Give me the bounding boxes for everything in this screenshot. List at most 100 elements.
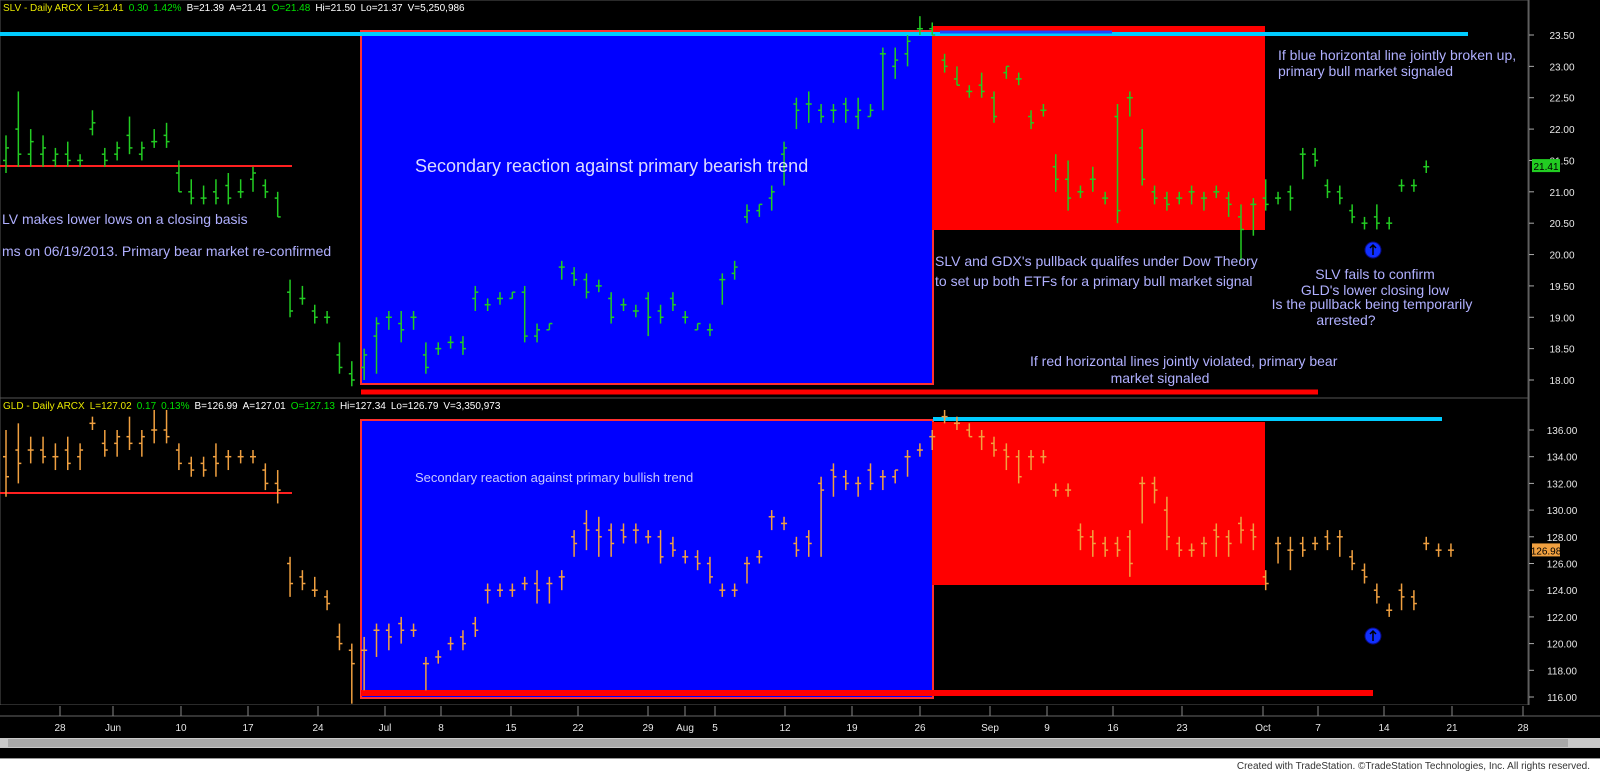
- ohlc-bar: [212, 179, 219, 205]
- ohlc-bar: [818, 104, 825, 123]
- ohlc-bar: [385, 623, 392, 651]
- y-tick-label: 130.00: [1547, 506, 1578, 517]
- ohlc-bar: [571, 267, 578, 286]
- ohlc-bar: [694, 322, 701, 331]
- ohlc-bar: [274, 470, 281, 504]
- header-part: Hi=21.50: [315, 3, 356, 14]
- ohlc-bar: [435, 650, 442, 664]
- ohlc-bar: [1312, 147, 1319, 167]
- ohlc-bar: [509, 291, 516, 300]
- ohlc-bar: [1361, 216, 1368, 230]
- price-axis: 136.00 134.00 132.00 130.00 128.00 126.00 124.…: [1528, 398, 1578, 705]
- ohlc-bar: [768, 510, 775, 531]
- ohlc-bar: [126, 116, 133, 155]
- ohlc-bar: [212, 443, 219, 477]
- ohlc-bar: [472, 285, 479, 311]
- ohlc-bar: [225, 450, 232, 471]
- ohlc-bar: [1238, 516, 1244, 544]
- ohlc-bar: [1262, 179, 1269, 211]
- y-tick-label: 120.00: [1547, 640, 1578, 651]
- ohlc-bar: [731, 583, 738, 597]
- ohlc-bar: [1349, 550, 1356, 571]
- ohlc-bar: [1065, 483, 1072, 497]
- ohlc-bar: [435, 342, 442, 355]
- ohlc-bar: [830, 104, 837, 123]
- ohlc-bar: [904, 35, 911, 67]
- ohlc-bar: [188, 179, 195, 205]
- ohlc-bar: [200, 456, 207, 477]
- ohlc-bar: [929, 22, 936, 36]
- ohlc-bar: [200, 185, 207, 205]
- header-part: A=127.01: [243, 401, 287, 412]
- ohlc-bar: [1312, 536, 1319, 551]
- ohlc-bar: [583, 273, 590, 299]
- ohlc-bar: [657, 530, 664, 564]
- ohlc-bar: [608, 523, 615, 557]
- header-part: GLD - Daily ARCX: [3, 401, 85, 412]
- marker-arrow: [1369, 243, 1377, 255]
- x-tick-label: Oct: [1255, 723, 1271, 734]
- ohlc-bar: [324, 590, 331, 611]
- annotation-text: LV makes lower lows on a closing basis: [2, 211, 248, 227]
- ohlc-bar: [484, 298, 491, 311]
- pullback-marker-icon: [1364, 627, 1382, 645]
- ohlc-bars: [3, 16, 1430, 387]
- ohlc-bar: [867, 463, 874, 491]
- ohlc-bar: [1225, 191, 1232, 217]
- ohlc-bar: [299, 570, 306, 591]
- x-tick-label: Aug: [676, 723, 694, 734]
- header-part: 0.30: [129, 3, 149, 14]
- secondary-reaction-box: [360, 30, 934, 385]
- ohlc-bar: [225, 173, 232, 205]
- ohlc-bar: [1151, 476, 1158, 504]
- ohlc-bar: [1040, 450, 1047, 464]
- ohlc-bar: [64, 141, 71, 167]
- ohlc-bar: [892, 469, 899, 484]
- ohlc-bar: [1386, 603, 1393, 617]
- ohlc-bar: [138, 141, 145, 161]
- x-tick-label: 22: [572, 723, 584, 734]
- x-tick-label: Jul: [379, 723, 392, 734]
- ohlc-bar: [842, 97, 849, 123]
- slv-panel: Secondary reaction against primary beari…: [0, 0, 1575, 399]
- ohlc-bar: [941, 409, 948, 424]
- scrollbar-thumb[interactable]: [8, 739, 1568, 747]
- ohlc-bar: [966, 85, 973, 98]
- y-tick-label: 21.50: [1549, 156, 1574, 167]
- x-tick-label: Sep: [981, 723, 999, 734]
- ohlc-bar: [1028, 450, 1035, 471]
- annotation-text: GLD's lower closing low: [1301, 282, 1450, 298]
- ohlc-bar: [484, 583, 491, 604]
- y-tick-label: 21.00: [1549, 188, 1574, 199]
- ohlc-bar: [398, 616, 405, 644]
- ohlc-bar: [1361, 563, 1368, 584]
- ohlc-bar: [1003, 65, 1010, 79]
- ohlc-bar: [1238, 204, 1244, 261]
- y-tick-label: 19.50: [1549, 282, 1574, 293]
- ohlc-bar: [1373, 204, 1380, 230]
- ohlc-bar: [842, 470, 849, 491]
- ohlc-bar: [348, 643, 355, 704]
- y-tick-label: 118.00: [1547, 666, 1577, 677]
- ohlc-bar: [1176, 191, 1183, 205]
- ohlc-bar: [1373, 583, 1380, 604]
- ohlc-bar: [929, 430, 936, 451]
- annotation-text: primary bull market signaled: [1278, 63, 1453, 79]
- secondary-reaction-box: [360, 419, 934, 699]
- ohlc-bar: [188, 456, 195, 477]
- ohlc-bar: [348, 361, 355, 387]
- ohlc-bar: [311, 304, 318, 324]
- ohlc-bar: [459, 630, 466, 651]
- y-tick-label: 20.00: [1549, 251, 1574, 262]
- ohlc-bar: [1423, 536, 1430, 551]
- ohlc-bar: [336, 623, 343, 651]
- ohlc-bar: [953, 416, 960, 430]
- annotation-text: Is the pullback being temporarily: [1272, 296, 1473, 312]
- ohlc-bar: [1028, 110, 1035, 130]
- gld-panel: Secondary reaction against primary bulli…: [0, 397, 1578, 706]
- ohlc-bar: [1275, 191, 1282, 205]
- ohlc-bar: [398, 311, 405, 343]
- ohlc-bar: [1052, 483, 1059, 497]
- ohlc-bar: [52, 443, 59, 471]
- ohlc-bar: [1213, 185, 1220, 199]
